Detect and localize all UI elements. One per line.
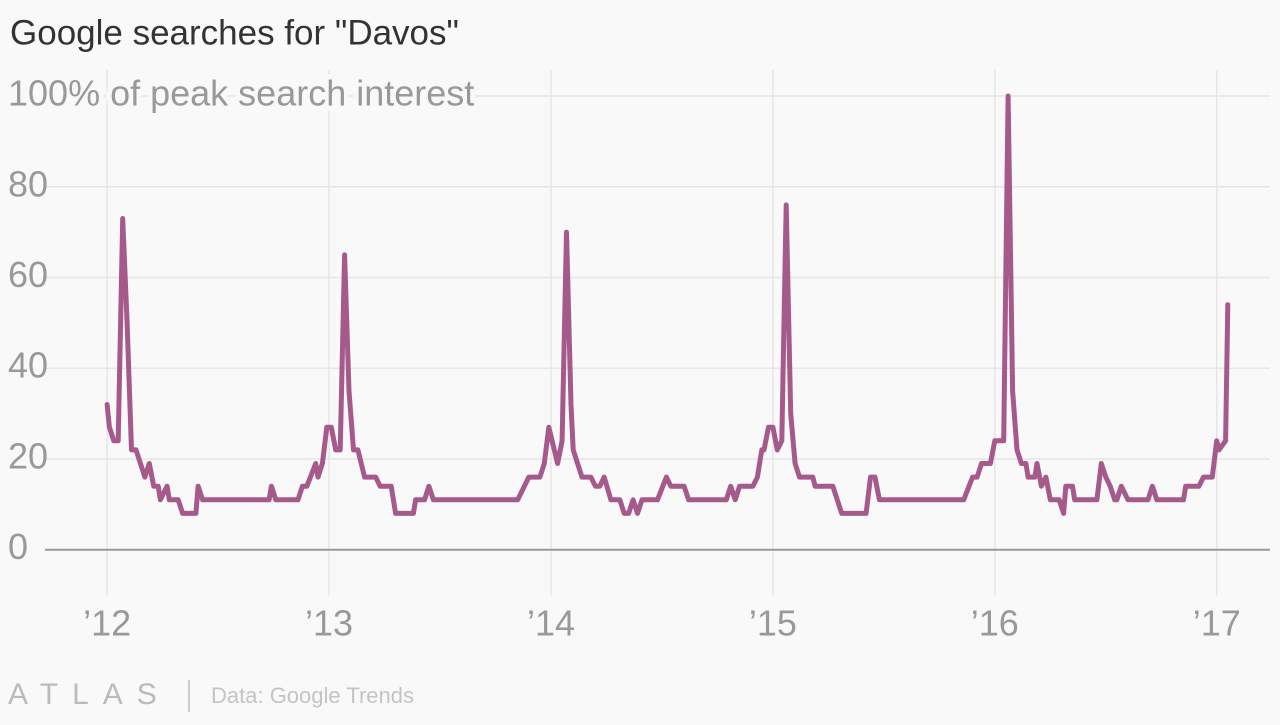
y-tick-label: 100% of peak search interest (8, 73, 474, 114)
y-tick-label: 0 (8, 526, 28, 567)
x-tick-label: ’14 (527, 603, 575, 644)
x-tick-label: ’17 (1193, 603, 1241, 644)
x-tick-label: ’15 (749, 603, 797, 644)
chart-title: Google searches for "Davos" (10, 13, 459, 52)
y-tick-label: 40 (8, 345, 48, 386)
y-tick-label: 60 (8, 254, 48, 295)
x-tick-label: ’13 (305, 603, 353, 644)
logo: ATLAS (8, 678, 171, 711)
y-tick-label: 20 (8, 435, 48, 476)
series-line (104, 93, 1231, 516)
source: Data: Google Trends (211, 683, 414, 708)
x-tick-label: ’12 (83, 603, 131, 644)
x-tick-label: ’16 (971, 603, 1019, 644)
y-tick-label: 80 (8, 163, 48, 204)
